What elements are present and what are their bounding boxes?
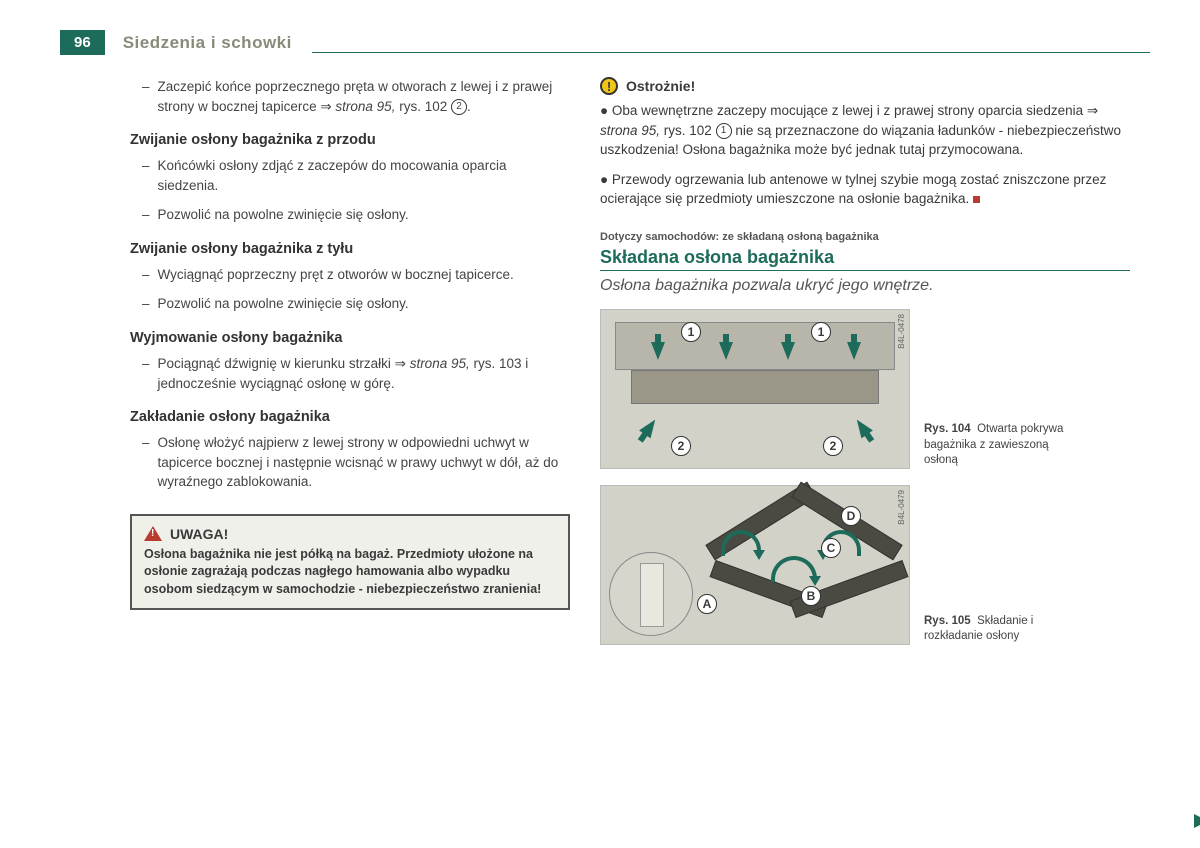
text: ● Przewody ogrzewania lub antenowe w tyl…	[600, 172, 1106, 207]
list-item: – Pociągnąć dźwignię w kierunku strzałki…	[130, 354, 570, 393]
text: rys. 102	[399, 99, 451, 114]
figure-104: B4L-0478 1 1 2 2	[600, 309, 910, 469]
figure-104-caption: Rys. 104 Otwarta pokrywa bagażnika z zaw…	[924, 422, 1074, 469]
callout-b-label: B	[801, 586, 821, 606]
section-subtitle: Osłona bagażnika pozwala ukryć jego wnęt…	[600, 277, 1130, 295]
figure-row-104: B4L-0478 1 1 2 2 Rys. 104 Otwarta pokryw…	[600, 309, 1130, 469]
header-bar: 96 Siedzenia i schowki	[60, 30, 1150, 55]
dash-icon: –	[142, 433, 150, 492]
dash-icon: –	[142, 205, 150, 225]
text: Osłonę włożyć najpierw z lewej strony w …	[158, 433, 570, 492]
applies-to-line: Dotyczy samochodów: ze składaną osłoną b…	[600, 231, 1130, 243]
page-number-badge: 96	[60, 30, 105, 55]
callout-1-label: 1	[681, 322, 701, 342]
header-rule	[312, 52, 1150, 53]
callout-c-label: C	[821, 538, 841, 558]
subhead-front-roll: Zwijanie osłony bagażnika z przodu	[130, 132, 570, 148]
column-left: – Zaczepić końce poprzecznego pręta w ot…	[130, 77, 570, 661]
callout-2-icon: 2	[451, 99, 467, 115]
arrow-down-icon	[781, 342, 795, 360]
arrow-diag-icon	[639, 415, 661, 438]
page-ref: strona 95,	[410, 356, 470, 371]
caution-para-2: ● Przewody ogrzewania lub antenowe w tyl…	[600, 170, 1130, 209]
text: Wyciągnąć poprzeczny pręt z otworów w bo…	[158, 265, 570, 285]
list-item: – Osłonę włożyć najpierw z lewej strony …	[130, 433, 570, 492]
detail-inset	[609, 552, 693, 636]
dash-icon: –	[142, 265, 150, 285]
arrow-diag-icon	[851, 415, 873, 438]
page-ref: strona 95,	[600, 123, 660, 138]
page-ref: strona 95,	[335, 99, 395, 114]
page: 96 Siedzenia i schowki – Zaczepić końce …	[0, 0, 1200, 691]
arrow-down-icon	[719, 342, 733, 360]
image-code: B4L-0479	[897, 490, 906, 525]
figure-105-caption: Rys. 105 Składanie i rozkładanie osłony	[924, 614, 1074, 645]
intro-list-item: – Zaczepić końce poprzecznego pręta w ot…	[130, 77, 570, 116]
warning-body: Osłona bagażnika nie jest półką na bagaż…	[144, 546, 556, 599]
list-item: – Końcówki osłony zdjąć z zaczepów do mo…	[130, 156, 570, 195]
handle-shape	[640, 563, 664, 627]
curve-arrow-icon	[771, 556, 817, 582]
warning-box: UWAGA! Osłona bagażnika nie jest półką n…	[130, 514, 570, 611]
figure-row-105: B4L-0479 D C B A Rys	[600, 485, 1130, 645]
list-item: – Pozwolić na powolne zwinięcie się osło…	[130, 205, 570, 225]
arrow-down-icon	[847, 342, 861, 360]
warning-title: UWAGA!	[170, 526, 228, 542]
figure-number: Rys. 105	[924, 615, 971, 627]
image-code: B4L-0478	[897, 314, 906, 349]
end-square-icon	[973, 196, 980, 203]
arrow-down-icon	[651, 342, 665, 360]
text: .	[467, 99, 471, 114]
figure-105: B4L-0479 D C B A	[600, 485, 910, 645]
text: Pociągnąć dźwignię w kierunku strzałki ⇒…	[158, 354, 570, 393]
dash-icon: –	[142, 294, 150, 314]
figure-number: Rys. 104	[924, 423, 971, 435]
cargo-cover-shape	[631, 370, 879, 404]
callout-d-label: D	[841, 506, 861, 526]
column-right: ! Ostrożnie! ● Oba wewnętrzne zaczepy mo…	[600, 77, 1130, 661]
caution-title: Ostrożnie!	[626, 78, 695, 94]
text: Końcówki osłony zdjąć z zaczepów do moco…	[158, 156, 570, 195]
header-title: Siedzenia i schowki	[123, 33, 292, 53]
subhead-rear-roll: Zwijanie osłony bagażnika z tyłu	[130, 241, 570, 257]
callout-a-label: A	[697, 594, 717, 614]
dash-icon: –	[142, 77, 150, 116]
intro-text: Zaczepić końce poprzecznego pręta w otwo…	[158, 77, 570, 116]
text: Pozwolić na powolne zwinięcie się osłony…	[158, 294, 570, 314]
text: Pociągnąć dźwignię w kierunku strzałki ⇒	[158, 356, 410, 371]
warning-triangle-icon	[144, 526, 162, 541]
callout-1-label: 1	[811, 322, 831, 342]
warning-header: UWAGA!	[144, 526, 556, 542]
callout-1-icon: 1	[716, 123, 732, 139]
section-title: Składana osłona bagażnika	[600, 247, 1130, 271]
dash-icon: –	[142, 156, 150, 195]
text: rys. 102	[660, 123, 716, 138]
list-item: – Pozwolić na powolne zwinięcie się osło…	[130, 294, 570, 314]
list-item: – Wyciągnąć poprzeczny pręt z otworów w …	[130, 265, 570, 285]
caution-para-1: ● Oba wewnętrzne zaczepy mocujące z lewe…	[600, 101, 1130, 160]
callout-2-label: 2	[823, 436, 843, 456]
continuation-arrow-icon	[1194, 814, 1200, 828]
text: ● Oba wewnętrzne zaczepy mocujące z lewe…	[600, 103, 1098, 118]
subhead-install: Zakładanie osłony bagażnika	[130, 409, 570, 425]
dash-icon: –	[142, 354, 150, 393]
content-columns: – Zaczepić końce poprzecznego pręta w ot…	[60, 77, 1150, 661]
caution-exclaim-icon: !	[600, 77, 618, 95]
callout-2-label: 2	[671, 436, 691, 456]
subhead-remove: Wyjmowanie osłony bagażnika	[130, 330, 570, 346]
caution-header: ! Ostrożnie!	[600, 77, 1130, 95]
text: Pozwolić na powolne zwinięcie się osłony…	[158, 205, 570, 225]
